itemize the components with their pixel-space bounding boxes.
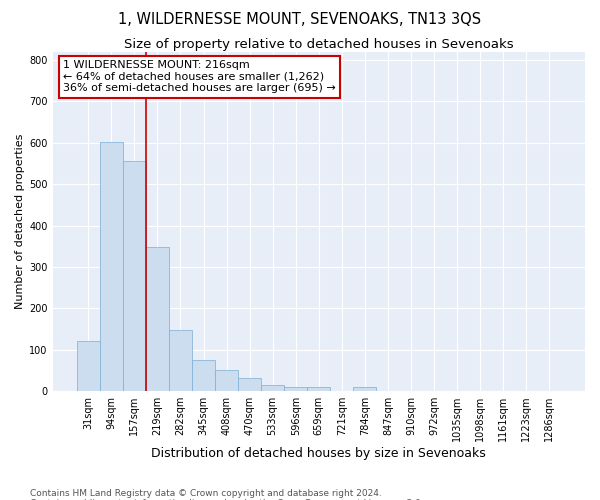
Text: Contains public sector information licensed under the Open Government Licence v3: Contains public sector information licen… [30, 498, 424, 500]
X-axis label: Distribution of detached houses by size in Sevenoaks: Distribution of detached houses by size … [151, 447, 486, 460]
Bar [169, 330, 192, 391]
Bar [77, 340, 100, 391]
Y-axis label: Number of detached properties: Number of detached properties [15, 134, 25, 309]
Bar [284, 387, 307, 391]
Bar [261, 385, 284, 391]
Bar [307, 387, 330, 391]
Bar [238, 378, 261, 391]
Bar [123, 161, 146, 391]
Text: Contains HM Land Registry data © Crown copyright and database right 2024.: Contains HM Land Registry data © Crown c… [30, 488, 382, 498]
Text: 1 WILDERNESSE MOUNT: 216sqm
← 64% of detached houses are smaller (1,262)
36% of : 1 WILDERNESSE MOUNT: 216sqm ← 64% of det… [63, 60, 336, 94]
Bar [215, 370, 238, 391]
Bar [353, 387, 376, 391]
Bar [100, 142, 123, 391]
Text: 1, WILDERNESSE MOUNT, SEVENOAKS, TN13 3QS: 1, WILDERNESSE MOUNT, SEVENOAKS, TN13 3Q… [118, 12, 482, 28]
Bar [146, 248, 169, 391]
Bar [192, 360, 215, 391]
Title: Size of property relative to detached houses in Sevenoaks: Size of property relative to detached ho… [124, 38, 514, 51]
